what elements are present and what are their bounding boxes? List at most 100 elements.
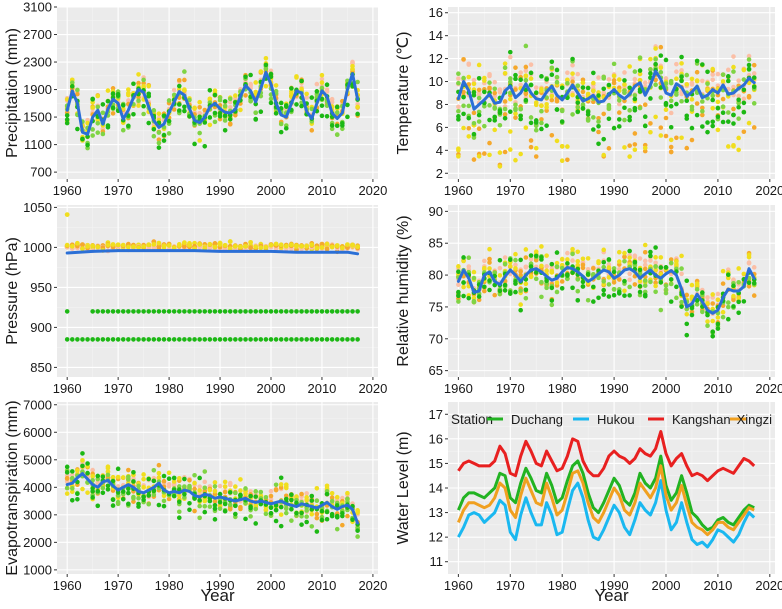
data-point [725, 300, 731, 305]
data-point [539, 257, 544, 262]
data-point [95, 244, 101, 250]
data-point [601, 86, 607, 92]
data-point [324, 485, 330, 491]
y-axis-title: Precipitation (mm) [4, 28, 21, 158]
data-point [319, 337, 325, 342]
x-tick-label: 2000 [652, 183, 681, 198]
data-point [75, 91, 80, 97]
data-point [131, 496, 136, 501]
data-point [207, 122, 213, 128]
data-point [606, 257, 612, 262]
data-point [212, 88, 218, 93]
data-point [85, 461, 90, 466]
data-point [565, 77, 570, 83]
data-point [222, 479, 228, 485]
data-point [482, 265, 487, 271]
data-point [151, 241, 157, 247]
data-point [324, 87, 330, 92]
data-point [248, 337, 253, 342]
data-point [126, 486, 131, 492]
data-point [674, 101, 679, 107]
data-point [502, 106, 508, 112]
data-point [632, 105, 638, 111]
data-point [283, 337, 289, 342]
data-point [156, 309, 162, 314]
data-point [268, 505, 274, 511]
data-point [166, 482, 172, 487]
data-point [161, 138, 167, 143]
data-point [243, 486, 248, 491]
data-point [601, 136, 607, 142]
data-point [64, 242, 70, 248]
legend-label-kangshan: Kangshan [672, 412, 731, 427]
data-point [238, 309, 243, 314]
data-point [263, 66, 269, 72]
data-point [304, 514, 309, 519]
data-point [663, 290, 669, 296]
data-point [90, 309, 95, 314]
x-tick-label: 1970 [496, 183, 525, 198]
data-point [627, 255, 632, 261]
data-point [611, 269, 617, 275]
data-point [253, 309, 259, 314]
data-point [642, 278, 648, 283]
data-point [319, 241, 325, 247]
data-point [350, 337, 355, 342]
data-point [105, 98, 111, 104]
data-point [115, 242, 121, 248]
data-point [487, 85, 492, 91]
data-point [263, 495, 269, 500]
data-point [294, 309, 299, 314]
data-point [156, 470, 162, 476]
data-point [161, 473, 167, 479]
data-point [181, 240, 187, 246]
data-point [616, 289, 622, 295]
data-point [705, 87, 710, 92]
data-point [105, 309, 111, 314]
data-point [85, 490, 90, 495]
data-point [314, 89, 320, 94]
data-point [243, 516, 248, 522]
data-point [273, 507, 279, 513]
data-point [309, 498, 315, 503]
data-point [746, 280, 752, 286]
data-point [523, 77, 529, 83]
data-point [207, 115, 213, 120]
data-point [611, 78, 617, 83]
data-point [746, 53, 752, 59]
data-point [456, 76, 461, 81]
data-point [466, 295, 472, 301]
y-tick-label: 90 [429, 204, 443, 219]
data-point [736, 299, 741, 305]
data-point [85, 337, 90, 342]
x-tick-label: 2000 [257, 381, 286, 396]
data-point [304, 243, 310, 249]
data-point [497, 164, 503, 169]
data-point [668, 260, 674, 266]
data-point [222, 127, 228, 133]
data-point [141, 497, 146, 503]
data-point [340, 522, 345, 528]
data-point [202, 479, 208, 485]
data-point [518, 288, 523, 293]
data-point [492, 86, 498, 92]
data-point [309, 128, 315, 133]
data-point [528, 144, 534, 150]
data-point [502, 112, 508, 117]
data-point [176, 102, 182, 107]
data-point [518, 106, 523, 112]
data-point [497, 122, 503, 128]
data-point [616, 117, 622, 122]
data-point [151, 478, 157, 484]
data-point [197, 105, 202, 110]
data-point [289, 337, 294, 342]
data-point [591, 127, 596, 132]
data-point [151, 108, 157, 113]
data-point [679, 61, 684, 66]
data-point [238, 492, 243, 498]
data-point [64, 117, 70, 122]
data-point [319, 72, 325, 78]
data-point [289, 506, 294, 512]
y-tick-label: 70 [429, 331, 443, 346]
data-point [653, 46, 658, 51]
